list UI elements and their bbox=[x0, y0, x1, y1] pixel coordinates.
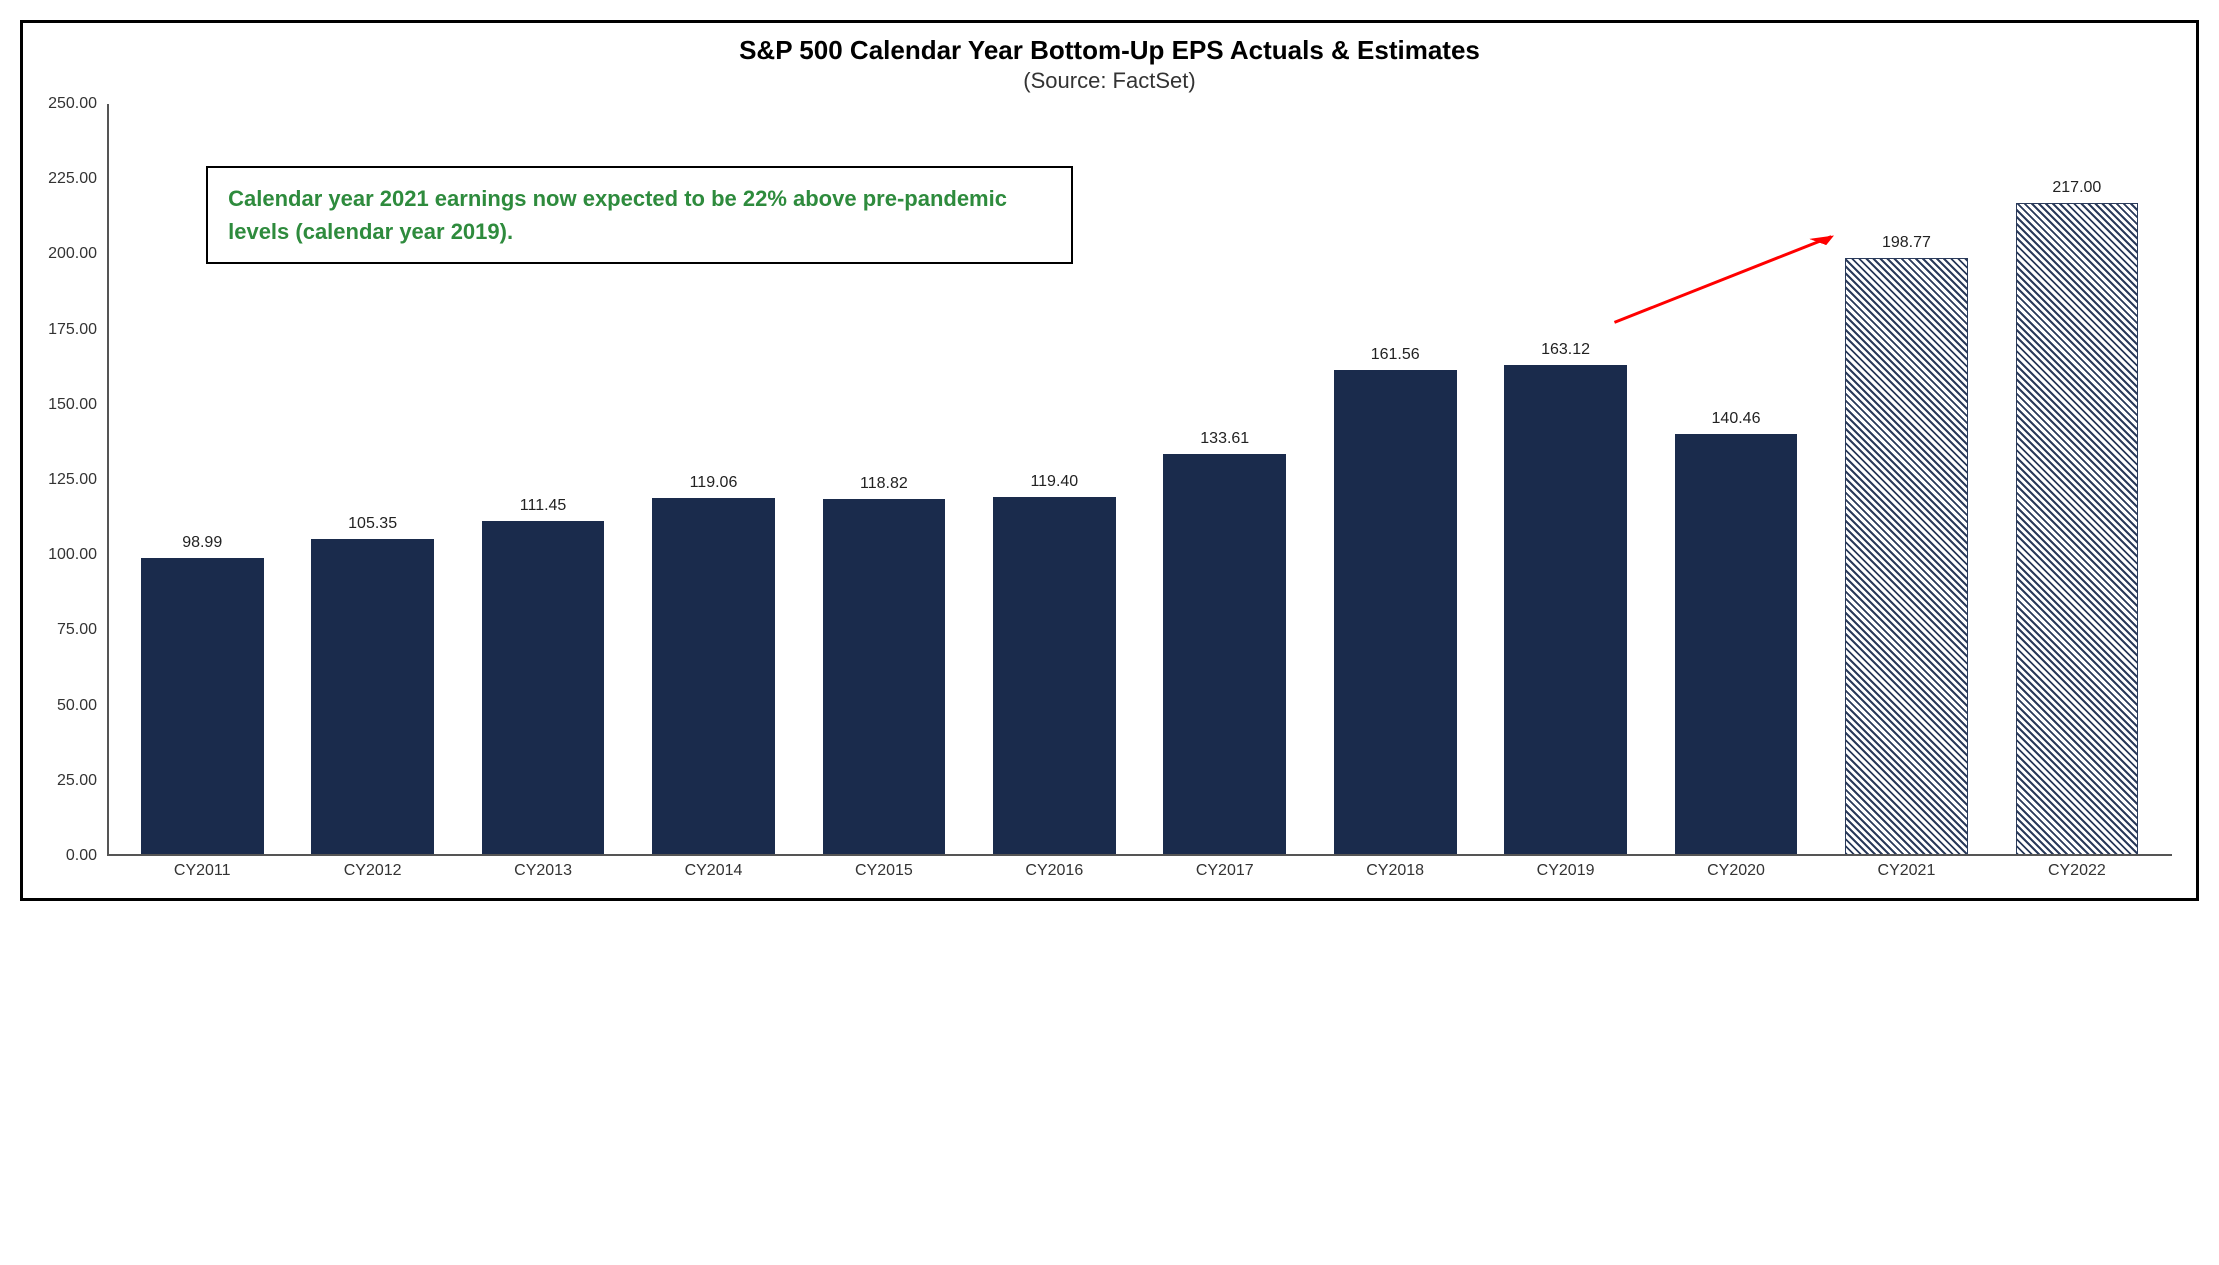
bar-actual bbox=[1163, 454, 1286, 856]
y-tick-label: 225.00 bbox=[37, 170, 97, 188]
bar-actual bbox=[482, 521, 605, 856]
annotation-text: Calendar year 2021 earnings now expected… bbox=[228, 186, 1007, 244]
y-tick-label: 175.00 bbox=[37, 321, 97, 339]
bar-actual bbox=[311, 539, 434, 856]
bar-value-label: 133.61 bbox=[1200, 430, 1249, 448]
x-tick-label: CY2021 bbox=[1821, 856, 1991, 884]
x-tick-label: CY2012 bbox=[287, 856, 457, 884]
y-tick-label: 100.00 bbox=[37, 546, 97, 564]
bar-value-label: 163.12 bbox=[1541, 341, 1590, 359]
y-axis: 0.0025.0050.0075.00100.00125.00150.00175… bbox=[37, 104, 97, 856]
bar-actual bbox=[1504, 365, 1627, 856]
bar-value-label: 111.45 bbox=[520, 497, 567, 515]
bar-estimate bbox=[2016, 203, 2139, 856]
x-tick-label: CY2020 bbox=[1651, 856, 1821, 884]
bar-slot: 198.77 bbox=[1821, 104, 1991, 856]
x-tick-label: CY2011 bbox=[117, 856, 287, 884]
y-tick-label: 125.00 bbox=[37, 471, 97, 489]
bar-value-label: 161.56 bbox=[1371, 346, 1420, 364]
bar-actual bbox=[141, 558, 264, 856]
y-tick-label: 75.00 bbox=[37, 621, 97, 639]
x-tick-label: CY2015 bbox=[799, 856, 969, 884]
y-tick-label: 150.00 bbox=[37, 396, 97, 414]
chart-subtitle: (Source: FactSet) bbox=[27, 68, 2192, 94]
bar-slot: 161.56 bbox=[1310, 104, 1480, 856]
bar-actual bbox=[823, 499, 946, 856]
bar-actual bbox=[1334, 370, 1457, 856]
bar-value-label: 119.40 bbox=[1030, 473, 1078, 491]
bar-slot: 133.61 bbox=[1140, 104, 1310, 856]
y-tick-label: 25.00 bbox=[37, 772, 97, 790]
plot-area: 0.0025.0050.0075.00100.00125.00150.00175… bbox=[107, 104, 2172, 884]
bar-estimate bbox=[1845, 258, 1968, 856]
y-tick-label: 0.00 bbox=[37, 847, 97, 865]
bar-actual bbox=[652, 498, 775, 856]
y-tick-label: 250.00 bbox=[37, 95, 97, 113]
bar-value-label: 217.00 bbox=[2052, 179, 2101, 197]
x-tick-label: CY2017 bbox=[1140, 856, 1310, 884]
y-tick-label: 200.00 bbox=[37, 245, 97, 263]
bar-value-label: 118.82 bbox=[860, 475, 908, 493]
bar-slot: 217.00 bbox=[1992, 104, 2162, 856]
x-tick-label: CY2014 bbox=[628, 856, 798, 884]
y-tick-label: 50.00 bbox=[37, 697, 97, 715]
x-tick-label: CY2018 bbox=[1310, 856, 1480, 884]
annotation-callout: Calendar year 2021 earnings now expected… bbox=[206, 166, 1073, 264]
x-tick-label: CY2016 bbox=[969, 856, 1139, 884]
chart-title: S&P 500 Calendar Year Bottom-Up EPS Actu… bbox=[27, 35, 2192, 66]
x-tick-label: CY2013 bbox=[458, 856, 628, 884]
bar-value-label: 98.99 bbox=[182, 534, 222, 552]
bar-value-label: 140.46 bbox=[1712, 410, 1761, 428]
bar-value-label: 198.77 bbox=[1882, 234, 1931, 252]
x-axis-labels: CY2011CY2012CY2013CY2014CY2015CY2016CY20… bbox=[107, 856, 2172, 884]
bar-value-label: 119.06 bbox=[690, 474, 738, 492]
bar-actual bbox=[1675, 434, 1798, 857]
bar-actual bbox=[993, 497, 1116, 856]
bar-slot: 140.46 bbox=[1651, 104, 1821, 856]
bar-value-label: 105.35 bbox=[348, 515, 397, 533]
x-tick-label: CY2022 bbox=[1992, 856, 2162, 884]
bar-slot: 163.12 bbox=[1480, 104, 1650, 856]
x-tick-label: CY2019 bbox=[1480, 856, 1650, 884]
chart-container: S&P 500 Calendar Year Bottom-Up EPS Actu… bbox=[20, 20, 2199, 901]
